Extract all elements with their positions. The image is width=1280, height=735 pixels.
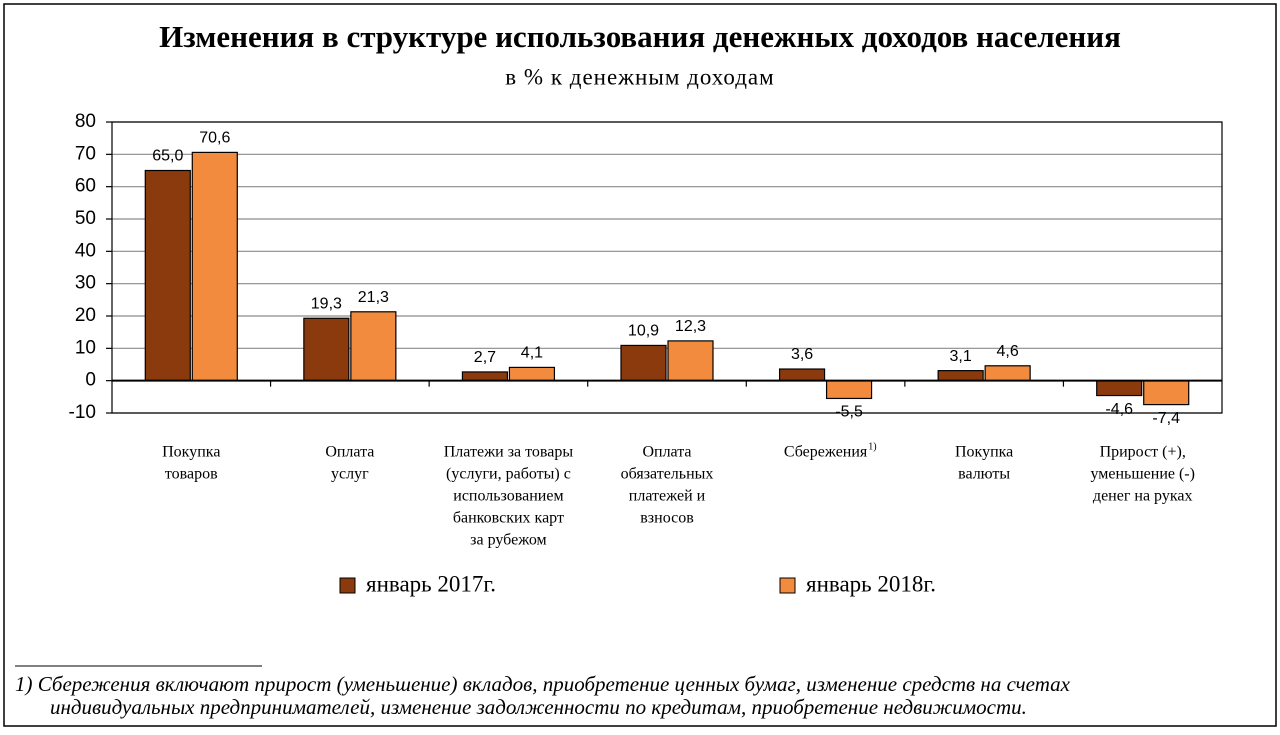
bar (191, 151, 238, 382)
value-label: 3,6 (791, 346, 813, 363)
y-tick-label: 50 (75, 208, 96, 229)
y-tick-label: -10 (69, 402, 96, 423)
y-tick-label: 30 (75, 273, 96, 294)
bar (1096, 380, 1143, 397)
y-tick-label: 60 (75, 176, 96, 197)
x-tick-label: обязательных (621, 466, 714, 483)
x-tick-label: Покупка (162, 444, 220, 461)
y-tick-label: 20 (75, 305, 96, 326)
legend-label: январь 2018г. (806, 571, 936, 596)
plot-border (111, 121, 1223, 414)
bar (984, 365, 1031, 382)
value-label: -7,4 (1152, 410, 1180, 427)
bar (303, 317, 350, 382)
value-label: -5,5 (835, 404, 863, 421)
bar (825, 380, 873, 400)
x-tick-label: (услуги, работы) с (446, 466, 571, 483)
chart-subtitle: в % к денежным доходам (505, 64, 774, 89)
chart-title: Изменения в структуре использования дене… (159, 19, 1121, 54)
bar (620, 344, 667, 382)
bar (667, 340, 714, 382)
x-tick-label: взносов (640, 510, 694, 527)
x-tick-label: Платежи за товары (444, 444, 574, 461)
y-tick-label: 70 (75, 143, 96, 164)
y-tick-label: 40 (75, 240, 96, 261)
value-label: 70,6 (199, 130, 230, 147)
value-label: 2,7 (474, 349, 496, 366)
legend-swatch (339, 577, 356, 594)
bar (350, 311, 397, 382)
value-label: -4,6 (1105, 401, 1133, 418)
value-label: 4,6 (997, 343, 1019, 360)
bar (461, 371, 509, 382)
x-tick-label: банковских карт (453, 510, 564, 527)
y-tick-label: 10 (75, 337, 96, 358)
x-tick-label: Прирост (+), (1100, 444, 1186, 461)
value-label: 21,3 (358, 289, 389, 306)
value-label: 3,1 (950, 348, 972, 365)
y-tick-label: 80 (75, 111, 96, 132)
footnote-marker: 1) (868, 441, 876, 452)
bar (937, 370, 984, 382)
bar (778, 368, 826, 382)
y-tick-label: 0 (85, 370, 96, 391)
x-tick-label: товаров (165, 466, 218, 483)
bar (144, 169, 191, 382)
x-tick-label: за рубежом (470, 532, 547, 549)
frame (3, 3, 1277, 727)
value-label: 4,1 (521, 345, 543, 362)
x-tick-label: услуг (331, 466, 369, 483)
x-tick-label: Оплата (325, 444, 374, 461)
value-label: 10,9 (628, 323, 659, 340)
legend-swatch (779, 577, 796, 594)
bar (508, 366, 556, 382)
x-tick-label: уменьшение (-) (1090, 466, 1195, 483)
bar (1143, 380, 1190, 406)
x-tick-label: Сбережения (784, 444, 868, 461)
value-label: 65,0 (152, 148, 183, 165)
x-tick-label: Оплата (642, 444, 691, 461)
x-tick-label: использованием (453, 488, 563, 505)
x-tick-label: денег на руках (1093, 488, 1193, 505)
x-tick-label: Покупка (955, 444, 1013, 461)
legend-label: январь 2017г. (366, 571, 496, 596)
value-label: 12,3 (675, 318, 706, 335)
footnote: 1) Сбережения включают прирост (уменьшен… (15, 672, 1071, 696)
x-tick-label: валюты (958, 466, 1010, 483)
x-tick-label: платежей и (629, 488, 706, 505)
value-label: 19,3 (311, 295, 342, 312)
footnote: индивидуальных предпринимателей, изменен… (50, 695, 1027, 719)
